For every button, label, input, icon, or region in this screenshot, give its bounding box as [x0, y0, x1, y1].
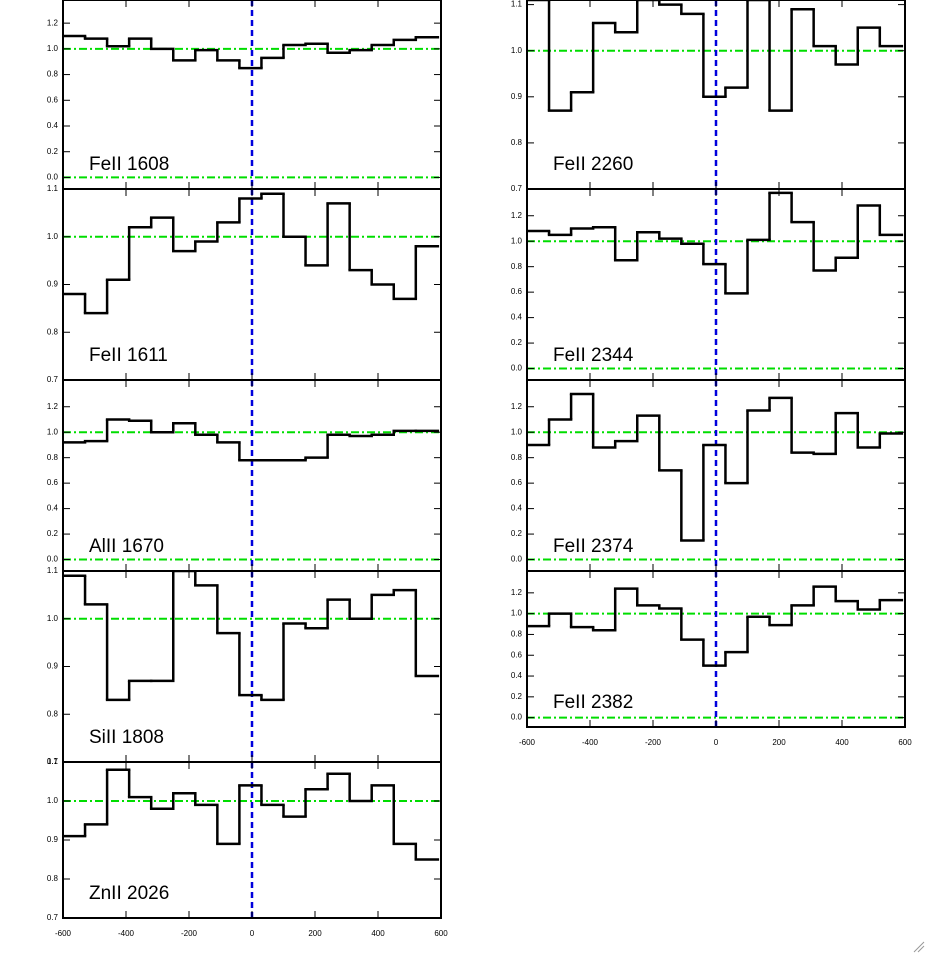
- y-tick-label: 0.8: [511, 453, 523, 462]
- y-tick-label: 1.0: [511, 427, 523, 436]
- line-label: FeII 2260: [553, 154, 633, 175]
- y-tick-label: 1.0: [511, 609, 523, 618]
- y-tick-label: 0.8: [47, 70, 59, 79]
- x-tick-label: -400: [118, 929, 135, 938]
- y-tick-label: 1.1: [47, 757, 59, 766]
- y-tick-label: 1.0: [511, 46, 523, 55]
- panel: [63, 762, 441, 918]
- x-tick-label: 400: [835, 738, 849, 747]
- x-tick-label: 0: [250, 929, 255, 938]
- y-tick-label: 0.4: [511, 504, 523, 513]
- panel: [527, 380, 905, 571]
- x-tick-label: 200: [772, 738, 786, 747]
- panel: [527, 189, 905, 380]
- y-tick-label: 1.2: [511, 211, 523, 220]
- y-tick-label: 0.6: [511, 650, 523, 659]
- y-tick-label: 0.6: [511, 287, 523, 296]
- y-tick-label: 1.2: [511, 402, 523, 411]
- x-tick-label: 600: [898, 738, 912, 747]
- y-tick-label: 0.8: [511, 138, 523, 147]
- x-tick-label: 200: [308, 929, 322, 938]
- y-tick-label: 1.0: [47, 427, 59, 436]
- x-tick-label: -600: [519, 738, 536, 747]
- y-tick-label: 0.8: [47, 874, 59, 883]
- panel: [527, 0, 905, 189]
- y-tick-label: 0.9: [47, 662, 59, 671]
- y-tick-label: 0.0: [47, 173, 59, 182]
- y-tick-label: 0.0: [511, 713, 523, 722]
- line-label: AlII 1670: [89, 536, 164, 557]
- y-tick-label: 1.1: [511, 0, 523, 9]
- x-tick-label: -600: [55, 929, 72, 938]
- y-tick-label: 0.9: [47, 280, 59, 289]
- panel: [63, 380, 441, 571]
- panel: [63, 571, 441, 762]
- y-tick-label: 0.6: [47, 95, 59, 104]
- y-tick-label: 0.2: [511, 529, 523, 538]
- x-tick-label: -200: [181, 929, 198, 938]
- line-label: SiII 1808: [89, 727, 164, 748]
- y-tick-label: 1.2: [47, 402, 59, 411]
- y-tick-label: 1.0: [47, 796, 59, 805]
- x-tick-label: 0: [714, 738, 719, 747]
- y-tick-label: 1.0: [47, 232, 59, 241]
- y-tick-label: 0.7: [47, 757, 59, 766]
- y-tick-label: 0.8: [511, 262, 523, 271]
- panel: [63, 0, 441, 189]
- resize-grip: [913, 941, 925, 953]
- x-tick-label: 600: [434, 929, 448, 938]
- x-tick-label: 400: [371, 929, 385, 938]
- y-tick-label: 1.1: [47, 184, 59, 193]
- y-tick-label: 0.8: [47, 709, 59, 718]
- y-tick-label: 0.4: [511, 313, 523, 322]
- line-label: ZnII 2026: [89, 883, 169, 904]
- y-tick-label: 1.2: [511, 588, 523, 597]
- y-tick-label: 0.4: [47, 121, 59, 130]
- line-label: FeII 2374: [553, 536, 634, 557]
- y-tick-label: 0.6: [511, 478, 523, 487]
- y-tick-label: 0.0: [511, 364, 523, 373]
- y-tick-label: 0.2: [47, 147, 59, 156]
- y-tick-label: 0.9: [47, 835, 59, 844]
- y-tick-label: 0.8: [511, 630, 523, 639]
- y-tick-label: 0.0: [511, 555, 523, 564]
- y-tick-label: 1.1: [47, 566, 59, 575]
- y-tick-label: 1.0: [47, 614, 59, 623]
- y-tick-label: 0.7: [47, 375, 59, 384]
- panel: [527, 571, 905, 727]
- line-label: FeII 2382: [553, 692, 633, 713]
- y-tick-label: 1.0: [511, 236, 523, 245]
- line-label: FeII 1611: [89, 345, 168, 366]
- y-tick-label: 1.2: [47, 18, 59, 27]
- y-tick-label: 0.4: [511, 671, 523, 680]
- y-tick-label: 0.8: [47, 327, 59, 336]
- y-tick-label: 0.0: [47, 555, 59, 564]
- y-tick-label: 0.2: [511, 692, 523, 701]
- panel: [63, 189, 441, 380]
- y-tick-label: 0.2: [47, 529, 59, 538]
- y-tick-label: 0.6: [47, 478, 59, 487]
- line-label: FeII 2344: [553, 345, 634, 366]
- y-tick-label: 0.8: [47, 453, 59, 462]
- y-tick-label: 1.0: [47, 44, 59, 53]
- y-tick-label: 0.4: [47, 504, 59, 513]
- y-tick-label: 0.2: [511, 338, 523, 347]
- y-tick-label: 0.9: [511, 92, 523, 101]
- line-label: FeII 1608: [89, 154, 169, 175]
- y-tick-label: 0.7: [511, 184, 523, 193]
- x-tick-label: -400: [582, 738, 599, 747]
- x-tick-label: -200: [645, 738, 662, 747]
- y-tick-label: 0.7: [47, 913, 59, 922]
